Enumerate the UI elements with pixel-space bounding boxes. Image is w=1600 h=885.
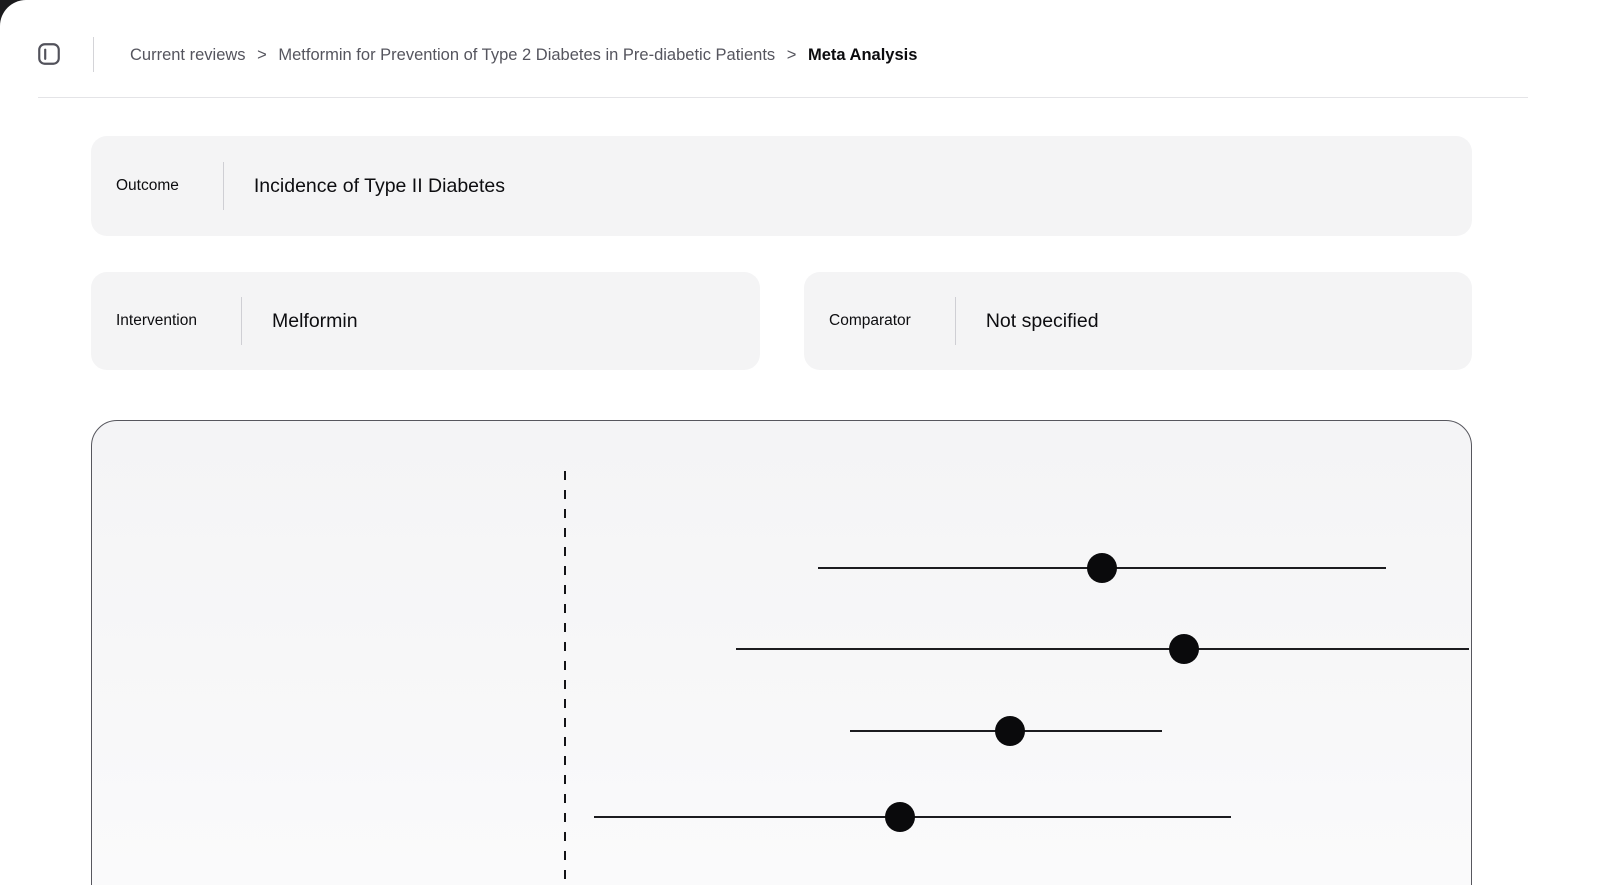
breadcrumb: Current reviews > Metformin for Preventi… — [130, 44, 917, 66]
panel-left-icon — [36, 41, 62, 67]
sidebar-toggle-button[interactable] — [36, 41, 62, 67]
outcome-card-divider — [222, 162, 224, 210]
comparator-value: Not specified — [985, 309, 1099, 332]
outcome-value: Incidence of Type II Diabetes — [253, 174, 506, 197]
outcome-card: Outcome Incidence of Type II Diabetes — [91, 136, 1472, 236]
effect-point — [885, 802, 915, 832]
breadcrumb-page-title: Meta Analysis — [807, 46, 918, 64]
header-divider — [93, 37, 94, 72]
breadcrumb-current-reviews[interactable]: Current reviews — [130, 46, 246, 64]
header-rule — [38, 97, 1528, 98]
breadcrumb-separator: > — [257, 46, 267, 64]
outcome-label: Outcome — [116, 177, 179, 194]
comparator-label: Comparator — [829, 312, 911, 329]
effect-point — [1169, 634, 1199, 664]
breadcrumb-review-title[interactable]: Metformin for Prevention of Type 2 Diabe… — [278, 46, 776, 64]
intervention-card: Intervention Melformin — [91, 272, 760, 370]
null-effect-dashed-line — [564, 471, 566, 885]
intervention-value: Melformin — [272, 309, 358, 332]
comparator-card: Comparator Not specified — [804, 272, 1472, 370]
intervention-card-divider — [241, 297, 242, 345]
breadcrumb-separator: > — [786, 46, 797, 64]
comparator-card-divider — [954, 297, 956, 345]
effect-point — [1087, 553, 1117, 583]
confidence-interval-line — [736, 648, 1469, 650]
forest-plot — [91, 420, 1472, 885]
intervention-label: Intervention — [116, 312, 197, 329]
effect-point — [995, 716, 1025, 746]
